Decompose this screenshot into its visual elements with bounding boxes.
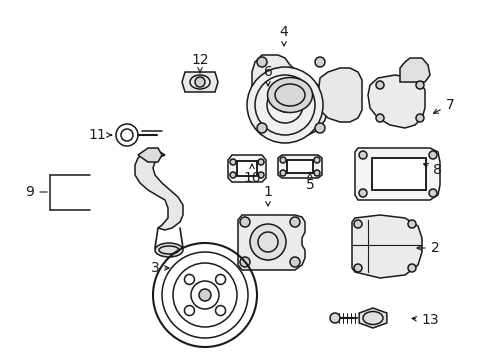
Text: 3: 3: [150, 261, 169, 275]
Circle shape: [415, 81, 423, 89]
Circle shape: [199, 289, 210, 301]
Text: 11: 11: [88, 128, 111, 142]
Circle shape: [358, 189, 366, 197]
Polygon shape: [138, 148, 162, 162]
Circle shape: [229, 159, 236, 165]
Polygon shape: [371, 158, 425, 190]
Circle shape: [280, 157, 285, 163]
Circle shape: [415, 114, 423, 122]
Circle shape: [289, 217, 299, 227]
Text: 10: 10: [243, 164, 260, 185]
Polygon shape: [286, 160, 312, 173]
Circle shape: [313, 157, 319, 163]
Polygon shape: [238, 215, 305, 270]
Text: 12: 12: [191, 53, 208, 73]
Polygon shape: [135, 152, 183, 230]
Circle shape: [280, 170, 285, 176]
Circle shape: [428, 189, 436, 197]
Circle shape: [289, 257, 299, 267]
Polygon shape: [351, 215, 421, 278]
Text: 6: 6: [263, 65, 272, 86]
Ellipse shape: [155, 243, 183, 257]
Circle shape: [257, 123, 266, 133]
Text: 13: 13: [411, 313, 438, 327]
Polygon shape: [237, 161, 257, 176]
Circle shape: [258, 172, 264, 178]
Polygon shape: [354, 148, 439, 200]
Text: 1: 1: [263, 185, 272, 206]
Polygon shape: [227, 155, 265, 182]
Text: 5: 5: [305, 172, 314, 192]
Circle shape: [353, 220, 361, 228]
Circle shape: [240, 257, 249, 267]
Text: 9: 9: [25, 185, 47, 199]
Circle shape: [249, 224, 285, 260]
Circle shape: [257, 57, 266, 67]
Polygon shape: [399, 58, 429, 82]
Circle shape: [407, 220, 415, 228]
Circle shape: [240, 217, 249, 227]
Circle shape: [353, 264, 361, 272]
Text: 7: 7: [433, 98, 453, 113]
Polygon shape: [317, 68, 361, 122]
Circle shape: [246, 67, 323, 143]
Circle shape: [407, 264, 415, 272]
Circle shape: [258, 159, 264, 165]
Polygon shape: [358, 308, 386, 328]
Circle shape: [314, 57, 325, 67]
Polygon shape: [182, 72, 218, 92]
Circle shape: [313, 170, 319, 176]
Circle shape: [278, 98, 291, 112]
Polygon shape: [251, 55, 327, 135]
Circle shape: [229, 172, 236, 178]
Circle shape: [358, 151, 366, 159]
Text: 8: 8: [423, 163, 441, 177]
Polygon shape: [278, 155, 321, 178]
Circle shape: [329, 313, 339, 323]
Circle shape: [428, 151, 436, 159]
Circle shape: [375, 114, 383, 122]
Text: 2: 2: [416, 241, 439, 255]
Ellipse shape: [267, 77, 312, 112]
Polygon shape: [367, 75, 424, 128]
Circle shape: [195, 77, 204, 87]
Circle shape: [314, 123, 325, 133]
Circle shape: [375, 81, 383, 89]
Text: 4: 4: [279, 25, 288, 46]
